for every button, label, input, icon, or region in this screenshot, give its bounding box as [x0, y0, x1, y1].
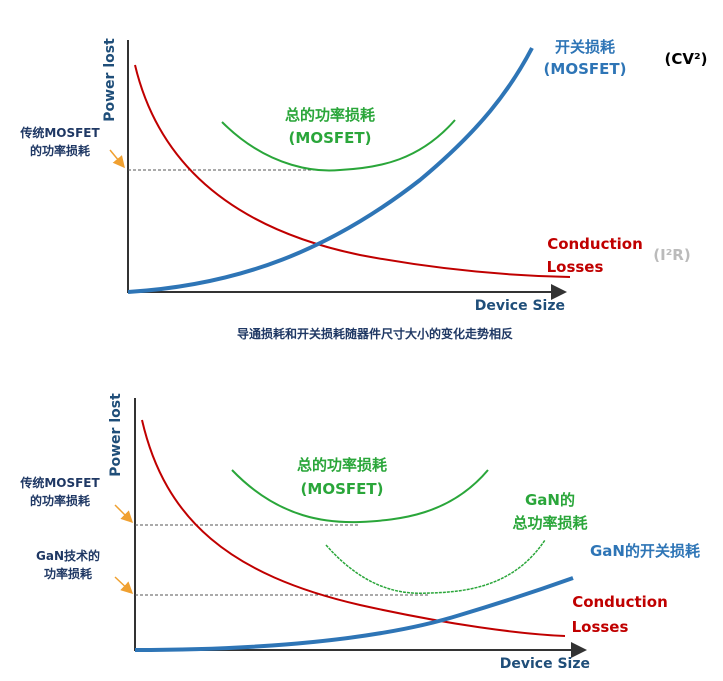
label: GaN的开关损耗	[590, 542, 700, 560]
label: 总的功率损耗	[285, 106, 375, 124]
total-curve	[231, 469, 489, 524]
gan-total-curve	[325, 539, 546, 595]
label: Losses	[547, 258, 604, 276]
conduction-curve	[141, 419, 566, 637]
label: (MOSFET)	[289, 129, 372, 147]
label: 开关损耗	[555, 38, 615, 56]
label: GaN的	[525, 491, 575, 509]
label: (I²R)	[653, 246, 690, 264]
switching-curve	[127, 47, 534, 294]
x-axis-label: Device Size	[500, 656, 590, 672]
top-chart: Power lost Device Size 开关损耗 (MOSFET) (CV…	[19, 38, 707, 341]
label: (MOSFET)	[544, 60, 627, 78]
bottom-chart: Power lost Device Size 总的功率损耗 (MOSFET) G…	[19, 393, 700, 672]
label: 传统MOSFET	[19, 125, 100, 140]
label: GaN技术的	[36, 548, 100, 563]
gan-switching-curve	[134, 576, 574, 652]
label: Conduction	[572, 593, 668, 611]
arrow	[114, 504, 134, 524]
label: Conduction	[547, 235, 643, 253]
arrow	[109, 149, 125, 169]
arrow	[114, 576, 134, 595]
label: 总功率损耗	[512, 514, 587, 532]
label: 功率损耗	[44, 566, 92, 581]
label: 的功率损耗	[30, 493, 90, 508]
x-axis-label: Device Size	[475, 298, 565, 314]
label: 的功率损耗	[30, 143, 90, 158]
label: Losses	[572, 618, 629, 636]
label: 传统MOSFET	[19, 475, 100, 490]
total-curve	[221, 119, 456, 172]
label: (MOSFET)	[301, 480, 384, 498]
y-axis-label: Power lost	[108, 393, 124, 477]
label: 总的功率损耗	[297, 456, 387, 474]
label: (CV²)	[665, 50, 708, 68]
conduction-curve	[134, 64, 571, 278]
caption: 导通损耗和开关损耗随器件尺寸大小的变化走势相反	[237, 326, 513, 341]
axes	[127, 40, 567, 300]
y-axis-label: Power lost	[102, 38, 118, 122]
